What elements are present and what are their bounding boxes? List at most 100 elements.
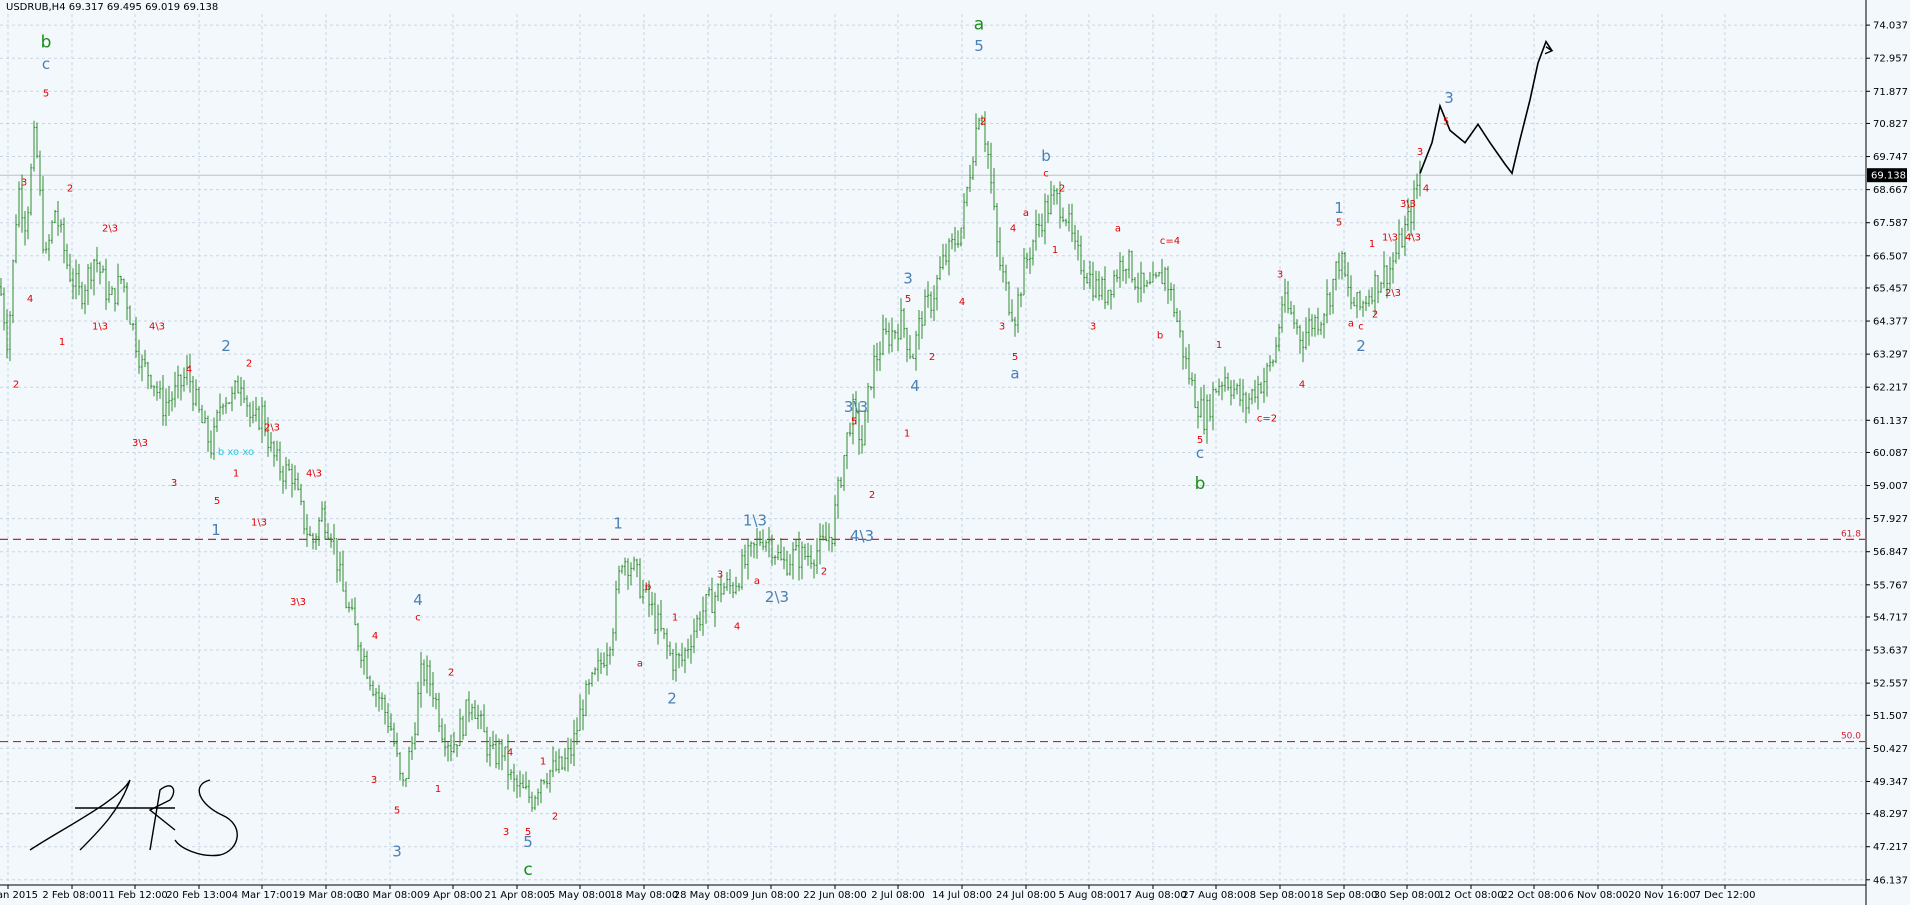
projection-path (1419, 39, 1553, 176)
wave-label: 3 (717, 570, 723, 581)
wave-label: a (754, 576, 760, 587)
wave-label: 2\3 (765, 588, 789, 606)
wave-label: 2 (448, 668, 454, 679)
y-tick-label: 64.377 (1873, 317, 1908, 328)
y-tick-label: 48.297 (1873, 809, 1908, 820)
wave-label: 3\3 (1400, 199, 1416, 210)
wave-label: a (1023, 208, 1029, 219)
wave-label: 5 (1443, 116, 1449, 127)
wave-label: a (1010, 365, 1019, 383)
wave-label: 5 (851, 416, 857, 427)
wave-label: 5 (394, 806, 400, 817)
wave-label: 4 (413, 591, 423, 609)
y-tick-label: 65.457 (1873, 283, 1908, 294)
y-tick-label: 57.927 (1873, 514, 1908, 525)
wave-label: 4 (186, 364, 192, 375)
y-tick-label: 67.587 (1873, 218, 1908, 229)
y-tick-label: 63.297 (1873, 350, 1908, 361)
x-tick-label: 14 Jul 08:00 (932, 890, 992, 901)
y-tick-label: 46.137 (1873, 875, 1908, 886)
grid (0, 14, 1865, 884)
last-price-label: 69.138 (1871, 171, 1906, 182)
wave-label: 2 (552, 812, 558, 823)
wave-label: 2 (13, 380, 19, 391)
wave-label: 4\3 (149, 322, 165, 333)
wave-label: c (415, 613, 421, 624)
wave-label: 3 (1277, 269, 1283, 280)
x-tick-label: 18 Sep 08:00 (1311, 890, 1378, 901)
wave-label: 4\3 (850, 527, 874, 545)
wave-label: b (41, 33, 52, 53)
wave-label: a (974, 14, 984, 34)
y-tick-label: 53.637 (1873, 646, 1908, 657)
wave-label: 3 (371, 775, 377, 786)
wave-label: 5 (974, 37, 984, 55)
y-tick-label: 66.507 (1873, 251, 1908, 262)
wave-label: 1\3 (92, 322, 108, 333)
wave-label: 2 (246, 358, 252, 369)
wave-label: 2 (1356, 337, 1366, 355)
wave-label: 5 (525, 827, 531, 838)
x-tick-label: 21 Apr 08:00 (484, 890, 549, 901)
x-tick-label: 30 Mar 08:00 (357, 890, 424, 901)
wave-label: 1 (1369, 239, 1375, 250)
wave-label: 5 (905, 294, 911, 305)
y-tick-label: 72.957 (1873, 54, 1908, 65)
wave-label: 4 (27, 294, 33, 305)
y-tick-label: 61.137 (1873, 416, 1908, 427)
wave-label: 3 (903, 270, 913, 288)
wave-label: 4\3 (1405, 233, 1421, 244)
wave-label: c (1196, 444, 1204, 462)
wave-label: 3 (1417, 147, 1423, 158)
wave-label: 4 (1010, 224, 1016, 235)
y-tick-label: 47.217 (1873, 842, 1908, 853)
wave-label: 4 (1299, 380, 1305, 391)
wave-label: 3 (999, 322, 1005, 333)
wave-label: 2\3 (1385, 288, 1401, 299)
projection-arrow (1544, 46, 1554, 55)
wave-label: 1\3 (743, 512, 767, 530)
x-tick-label: 19 Mar 08:00 (293, 890, 360, 901)
x-tick-label: 7 Dec 12:00 (1695, 890, 1756, 901)
y-tick-label: 70.827 (1873, 119, 1908, 130)
wave-label: 4\3 (306, 469, 322, 480)
wave-label: 4 (1423, 184, 1429, 195)
x-tick-label: 20 Nov 16:00 (1628, 890, 1695, 901)
wave-label: 3 (503, 827, 509, 838)
wave-label: 5 (214, 496, 220, 507)
wave-label: 3 (1444, 89, 1454, 107)
wave-label: 4 (372, 631, 378, 642)
wave-label: 1 (435, 784, 441, 795)
wave-label: c=4 (1160, 236, 1180, 247)
wave-label: 2 (67, 184, 73, 195)
wave-label: 1 (59, 337, 65, 348)
wave-label: 4 (734, 622, 740, 633)
y-tick-label: 49.347 (1873, 777, 1908, 788)
x-tick-label: 20 Feb 13:00 (166, 890, 232, 901)
wave-label: 3 (171, 478, 177, 489)
y-tick-label: 59.007 (1873, 481, 1908, 492)
wave-label: 3 (1090, 322, 1096, 333)
y-tick-label: 69.747 (1873, 152, 1908, 163)
wave-label: 2 (821, 567, 827, 578)
fib-levels: 61.8 50.0 (0, 529, 1865, 743)
candles (0, 111, 1422, 812)
wave-label: 2 (1059, 184, 1065, 195)
wave-label: 2 (869, 490, 875, 501)
x-tick-label: 6 Nov 08:00 (1567, 890, 1628, 901)
x-tick-label: 22 Jun 08:00 (803, 890, 867, 901)
wave-label: a (1115, 224, 1121, 235)
wave-label: 3 (392, 842, 402, 860)
wave-label: c (42, 55, 50, 73)
wave-label: 2 (1372, 309, 1378, 320)
wave-label: b (1041, 147, 1051, 165)
x-tick-label: 18 May 08:00 (610, 890, 679, 901)
y-tick-label: 50.427 (1873, 744, 1908, 755)
wave-label: c (523, 860, 532, 880)
x-tick-label: 5 Aug 08:00 (1058, 890, 1119, 901)
wave-label: c=2 (1257, 413, 1277, 424)
x-tick-label: 30 Sep 08:00 (1374, 890, 1441, 901)
